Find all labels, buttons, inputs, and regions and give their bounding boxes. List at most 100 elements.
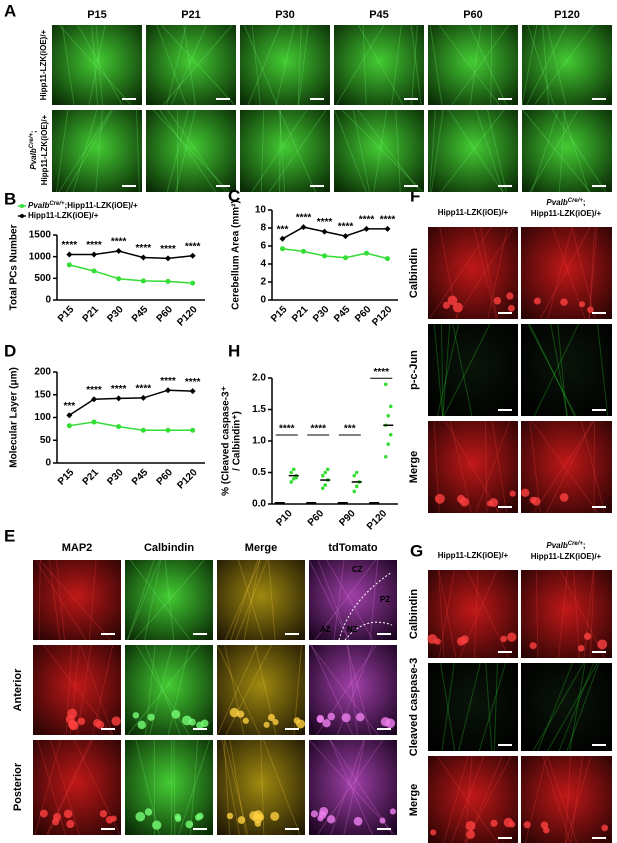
micrograph-texture xyxy=(178,739,211,836)
micrograph-texture xyxy=(56,109,69,193)
point xyxy=(165,427,171,433)
micrograph-cell xyxy=(389,808,396,815)
point xyxy=(140,427,146,433)
zone-boundary xyxy=(338,571,393,641)
point xyxy=(165,387,171,394)
micrograph-texture xyxy=(334,109,367,193)
suffix: ; xyxy=(29,130,38,133)
micrograph-texture xyxy=(314,559,377,641)
micrograph-texture xyxy=(317,559,350,641)
micrograph-cell xyxy=(353,816,363,826)
micrograph-texture xyxy=(550,323,568,417)
point xyxy=(354,470,359,475)
micrograph-texture xyxy=(559,569,606,659)
micrograph-texture xyxy=(333,559,345,641)
micrograph-cell xyxy=(533,297,541,305)
micrograph-texture xyxy=(346,644,372,736)
micrograph-cell xyxy=(559,493,569,502)
label: tdTomato xyxy=(328,542,378,554)
micrograph-texture xyxy=(347,644,358,736)
genotype-line: Hipp11-LZK(iOE)/+ xyxy=(40,114,49,185)
micrograph-cell xyxy=(263,721,270,728)
micrograph-cell xyxy=(577,644,585,652)
micrograph-texture xyxy=(329,739,374,836)
micrograph-cell xyxy=(171,709,181,719)
micrograph-cell xyxy=(379,817,386,824)
x-tick-label: P120 xyxy=(370,304,395,329)
significance: **** xyxy=(136,384,152,395)
micrograph-texture xyxy=(565,755,592,843)
label: P15 xyxy=(87,9,107,21)
micrograph-texture xyxy=(542,24,550,106)
micrograph-texture xyxy=(144,644,156,736)
micrograph-texture xyxy=(343,739,366,836)
y-tick-label: 0 xyxy=(45,295,51,306)
micrograph-texture xyxy=(531,420,599,514)
micrograph-texture xyxy=(557,323,568,417)
legend-superscript: Cre/+ xyxy=(49,201,65,207)
x-tick-label: P120 xyxy=(365,508,390,533)
micrograph-texture xyxy=(580,420,606,514)
point xyxy=(66,423,72,429)
micrograph-texture xyxy=(56,559,66,641)
point xyxy=(325,467,330,472)
micrograph-texture xyxy=(564,755,572,843)
micrograph-cell xyxy=(229,707,240,718)
micrograph-texture xyxy=(433,323,444,417)
micrograph-texture xyxy=(170,24,207,106)
micrograph-texture xyxy=(189,739,199,836)
micrograph-texture xyxy=(235,559,268,641)
micrograph xyxy=(217,560,305,640)
micrograph-texture xyxy=(458,662,481,752)
x-tick-label: P120 xyxy=(175,467,200,492)
label: Hipp11-LZK(iOE)/+ xyxy=(438,551,509,560)
micrograph-texture xyxy=(136,109,140,193)
point xyxy=(320,473,325,478)
y-tick-label: 0.5 xyxy=(252,467,266,478)
micrograph-texture xyxy=(173,739,176,836)
gene: Pvalb xyxy=(546,198,567,207)
y-tick-label: 0 xyxy=(45,458,51,469)
y-tick-label: 8 xyxy=(260,223,266,234)
point xyxy=(321,228,328,235)
micrograph-cell xyxy=(196,812,204,820)
micrograph-texture xyxy=(279,109,316,193)
y-tick-label: 1.5 xyxy=(252,404,266,415)
micrograph-texture xyxy=(436,323,460,417)
micrograph-cell xyxy=(500,635,507,643)
micrograph-cell xyxy=(137,720,146,730)
micrograph-texture xyxy=(167,109,226,193)
micrograph-texture xyxy=(588,226,598,320)
point xyxy=(388,404,393,409)
micrograph-texture xyxy=(135,739,160,836)
y-axis-label: Molecular Layer (μm) xyxy=(9,367,20,468)
point xyxy=(165,255,171,262)
y-tick-label: 500 xyxy=(34,273,51,284)
micrograph xyxy=(33,645,121,735)
micrograph-texture xyxy=(263,739,301,836)
x-tick-label: P45 xyxy=(130,467,151,488)
micrograph-texture xyxy=(539,226,591,320)
point xyxy=(289,480,294,484)
micrograph-texture xyxy=(237,559,264,641)
micrograph-texture xyxy=(472,226,497,320)
micrograph-texture xyxy=(445,420,500,514)
micrograph xyxy=(125,560,213,640)
micrograph-texture xyxy=(58,24,132,106)
micrograph-texture xyxy=(72,109,98,193)
panel-label: B xyxy=(4,189,16,208)
micrograph-texture xyxy=(159,109,216,193)
micrograph-texture xyxy=(133,559,205,641)
legend-name: Hipp11-LZK(iOE)/+ xyxy=(28,211,99,220)
y-tick-label: 2.0 xyxy=(252,373,266,384)
micrograph-texture xyxy=(144,644,181,736)
x-tick-label: P15 xyxy=(269,304,290,325)
genotype-label: PvalbCre/+;Hipp11-LZK(iOE)/+ xyxy=(531,198,602,219)
micrograph-texture xyxy=(225,644,272,736)
x-tick-label: P10 xyxy=(274,508,295,529)
micrograph-texture xyxy=(164,559,175,641)
label: Merge xyxy=(245,542,277,554)
genotype-line: PvalbCre/+; xyxy=(546,541,585,551)
micrograph-cell xyxy=(257,813,265,821)
point xyxy=(140,254,147,261)
